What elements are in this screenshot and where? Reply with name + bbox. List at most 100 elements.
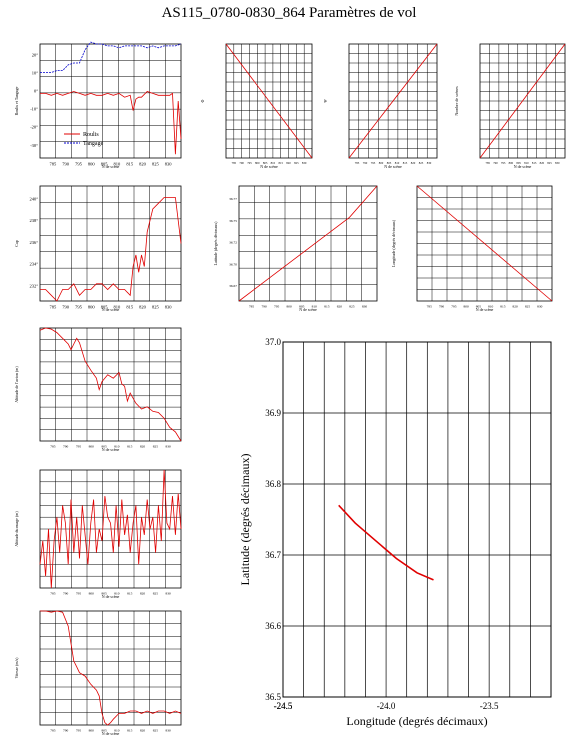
x-tick-label: 810 xyxy=(312,305,318,309)
x-tick-label: 830 xyxy=(537,305,543,309)
x-tick-label: 815 xyxy=(278,161,283,165)
series-line xyxy=(338,504,434,581)
plot-frame xyxy=(39,610,182,726)
x-tick-label: 790 xyxy=(63,592,69,596)
y-tick-label: 234° xyxy=(29,262,38,267)
series-line xyxy=(225,43,313,159)
x-tick-label: 815 xyxy=(127,445,133,449)
x-tick-label: 825 xyxy=(153,729,159,733)
grid xyxy=(40,186,181,301)
x-tick-label: 805 xyxy=(476,305,482,309)
x-tick-label: 825 xyxy=(152,162,160,167)
grid xyxy=(40,44,181,158)
x-tick-label: 810 xyxy=(114,445,120,449)
x-tick-label: 830 xyxy=(165,305,173,310)
x-tick-label: 825 xyxy=(153,445,159,449)
x-axis-label: N de scène xyxy=(102,447,120,452)
x-tick-label: 820 xyxy=(139,305,147,310)
x-tick-label: 815 xyxy=(126,162,134,167)
grid xyxy=(239,186,377,301)
x-tick-label: 820 xyxy=(139,162,147,167)
x-tick-label: 830 xyxy=(555,161,560,165)
x-tick-label: 790 xyxy=(439,305,445,309)
x-axis-label: N de scène xyxy=(102,594,120,599)
x-tick-label: 785 xyxy=(49,162,57,167)
x-tick-label: 805 xyxy=(101,592,107,596)
y-tick-label: -20° xyxy=(30,125,38,130)
y-tick-label: 36.6 xyxy=(265,621,281,631)
x-tick-label: 820 xyxy=(337,305,343,309)
x-tick-label: 830 xyxy=(362,305,368,309)
x-tick-label: 825 xyxy=(547,161,552,165)
chart-roulis-tangage: 785 790 795 800 805 810 815 820 825 830 20° 10° 0° -1… xyxy=(14,41,182,169)
y-axis-label: Ψ xyxy=(323,99,328,102)
x-tick-label: 810 xyxy=(114,592,120,596)
y-tick-label: 36.72 xyxy=(229,241,237,245)
chart-altitude-avion: 785 790 795 800 805 810 815 820 825 830 N de scène… xyxy=(14,327,182,452)
x-axis-label: N de scène xyxy=(514,164,532,169)
x-tick-label: 795 xyxy=(75,305,83,310)
x-tick-label: 805 xyxy=(101,305,109,310)
x-tick-label: 785 xyxy=(249,305,255,309)
x-axis-label: N de scène xyxy=(384,164,402,169)
panels: 785 790 795 800 805 810 815 820 825 83020°10°0°-1… xyxy=(14,41,566,736)
series-line-tangage xyxy=(40,41,182,73)
x-axis-label: N de scène xyxy=(476,307,494,312)
x-tick-label: 820 xyxy=(140,445,146,449)
x-tick-label: 790 xyxy=(363,161,368,165)
x-tick-label: 815 xyxy=(127,592,133,596)
y-axis-label: Cap xyxy=(14,240,19,246)
x-tick-label: 815 xyxy=(500,305,506,309)
y-tick-label: 36.8 xyxy=(265,479,281,489)
series-line xyxy=(348,43,438,159)
x-tick-label: 825 xyxy=(152,305,160,310)
x-tick-label: 805 xyxy=(101,729,107,733)
x-axis-label: N de scène xyxy=(102,164,120,169)
x-tick-label: 795 xyxy=(371,161,376,165)
x-tick-label: 830 xyxy=(166,592,172,596)
y-axis-label: Altitude du nuage (m) xyxy=(14,511,19,547)
x-tick-label: 785 xyxy=(232,161,237,165)
x-axis-label: Longitude (degrés décimaux) xyxy=(346,714,487,728)
x-tick-label: 785 xyxy=(50,445,56,449)
x-tick-label: 800 xyxy=(89,729,95,733)
x-tick-label: 815 xyxy=(324,305,330,309)
plot-frame xyxy=(39,185,182,302)
series-line xyxy=(40,197,182,302)
legend-entry: Tangage xyxy=(83,141,104,147)
chart-latitude: 785 790 795 800 805 810 815 820 825 830 36.77 36.75… xyxy=(213,185,378,312)
y-tick-label: 37.0 xyxy=(265,337,281,347)
y-axis-label: Latitude (degrés décimaux) xyxy=(213,221,218,266)
chart-psi-panel: 785 790 795 800 805 810 815 820 825 830 N de scène… xyxy=(323,43,438,169)
x-tick-label: 825 xyxy=(153,592,159,596)
page-title: AS115_0780-0830_864 Paramètres de vol xyxy=(162,5,417,21)
x-tick-label: 820 xyxy=(411,161,416,165)
y-tick-label: 36.7 xyxy=(265,550,281,560)
chart-phi-panel: 785 790 795 800 805 810 815 820 825 830 N de scène… xyxy=(200,43,313,169)
y-axis-label: Vitesse (m/s) xyxy=(14,657,19,679)
y-tick-label: 20° xyxy=(32,52,39,57)
x-axis-label: N de scène xyxy=(299,307,317,312)
x-tick-label: 790 xyxy=(493,161,498,165)
chart-longitude: 785 790 795 800 805 810 815 820 825 830 N de scène… xyxy=(391,185,553,312)
x-tick-label: -24.0 xyxy=(377,701,396,711)
x-tick-label: 805 xyxy=(101,445,107,449)
x-tick-label: 785 xyxy=(355,161,360,165)
x-tick-label: 795 xyxy=(501,161,506,165)
plot-frame xyxy=(479,43,566,159)
y-axis-label: Longitude (degrés décimaux) xyxy=(391,219,396,267)
x-tick-label: 810 xyxy=(488,305,494,309)
y-tick-label: -30° xyxy=(30,143,38,148)
x-tick-label: 830 xyxy=(302,161,307,165)
x-tick-label: 815 xyxy=(127,729,133,733)
x-tick-label: 795 xyxy=(451,305,457,309)
x-tick-label: 785 xyxy=(50,592,56,596)
plot-frame xyxy=(416,185,553,302)
x-tick-label: 800 xyxy=(255,161,260,165)
y-tick-label: 0° xyxy=(34,89,38,94)
y-tick-label: 36.70 xyxy=(229,262,237,266)
plot-frame xyxy=(225,43,313,159)
x-tick-label: 820 xyxy=(286,161,291,165)
series-line xyxy=(40,610,182,726)
